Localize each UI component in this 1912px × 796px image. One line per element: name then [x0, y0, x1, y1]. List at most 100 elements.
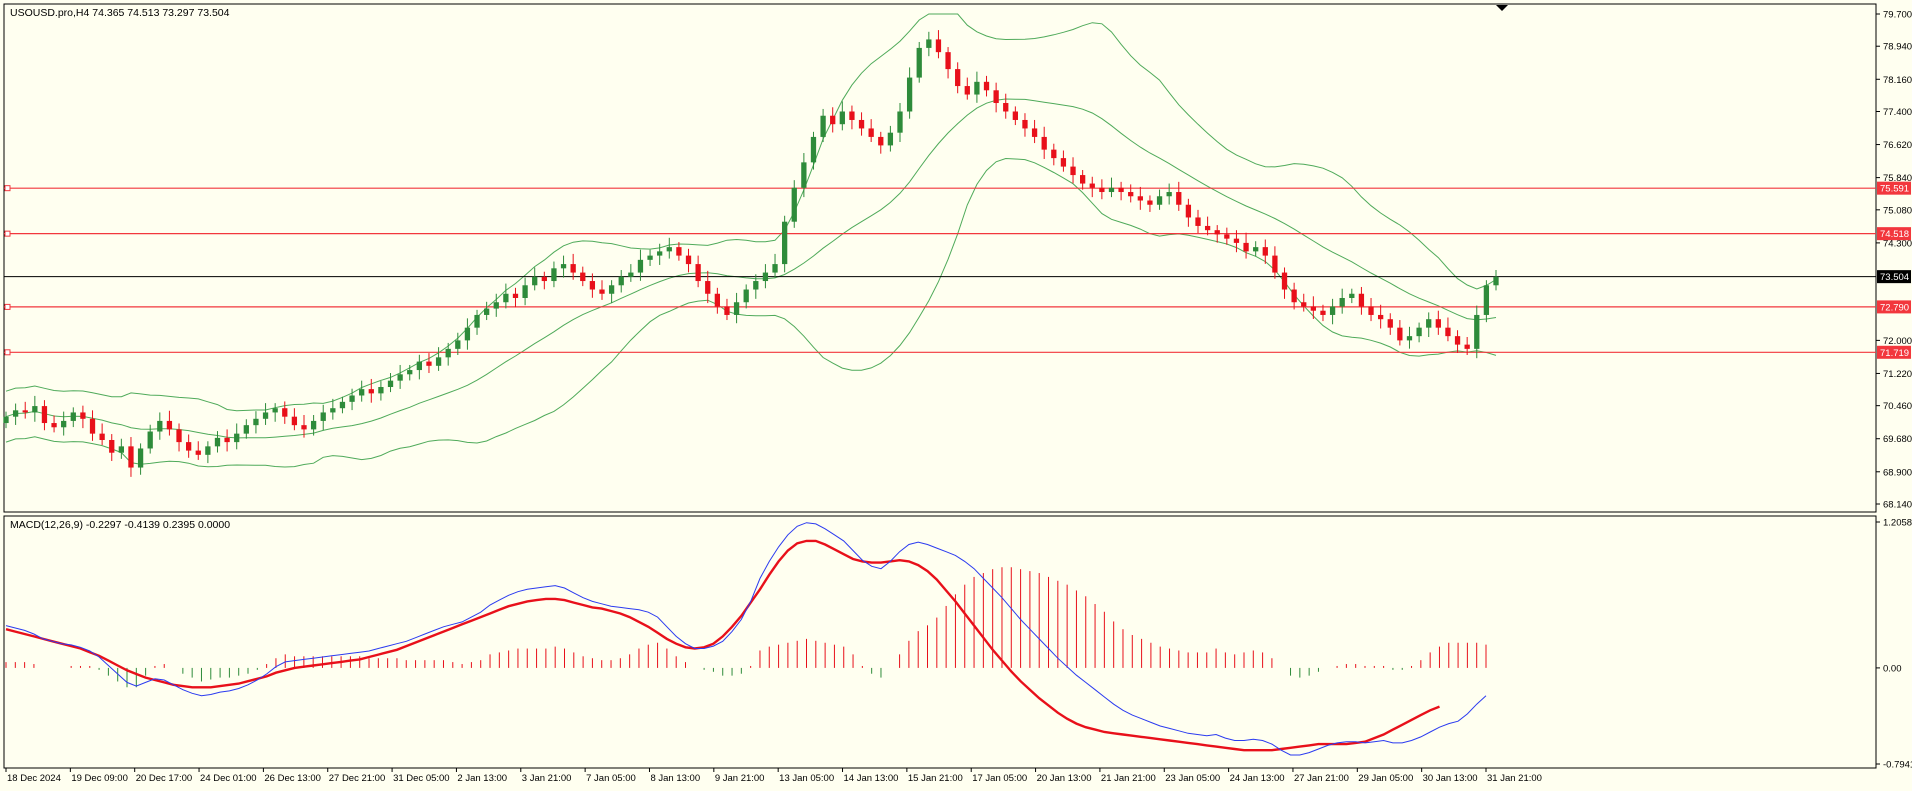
time-axis-label: 13 Jan 05:00: [779, 773, 834, 784]
bearish-candle: [1454, 336, 1461, 345]
bearish-candle: [80, 412, 86, 419]
time-axis-label: 7 Jan 05:00: [586, 773, 636, 784]
bearish-candle: [1128, 192, 1134, 197]
bearish-candle: [541, 276, 547, 282]
time-axis-label: 24 Dec 01:00: [200, 773, 257, 784]
bullish-candle: [1156, 196, 1163, 205]
level-price-tag-label: 72.790: [1880, 302, 1909, 313]
bollinger-lower-band: [5, 157, 1497, 468]
bearish-candle: [1204, 225, 1211, 231]
level-anchor-handle[interactable]: [4, 185, 11, 192]
bullish-candle: [157, 420, 163, 432]
time-axis-label: 17 Jan 05:00: [972, 773, 1027, 784]
bullish-candle: [32, 406, 38, 413]
bearish-candle: [695, 264, 701, 282]
bullish-candle: [762, 272, 769, 282]
bullish-candle: [330, 408, 336, 413]
time-axis-label: 27 Jan 21:00: [1294, 773, 1349, 784]
time-axis-label: 27 Dec 21:00: [329, 773, 386, 784]
time-axis-label: 19 Dec 09:00: [71, 773, 128, 784]
bearish-candle: [955, 69, 961, 87]
bullish-candle: [397, 374, 403, 381]
bullish-candle: [416, 361, 422, 371]
bearish-candle: [1387, 319, 1393, 328]
current-price-tag: [1877, 270, 1911, 284]
bearish-candle: [368, 389, 374, 394]
macd-signal-line: [5, 539, 1440, 752]
bullish-candle: [897, 111, 903, 133]
level-anchor-handle[interactable]: [4, 349, 11, 356]
time-axis-label: 21 Jan 21:00: [1101, 773, 1156, 784]
bearish-candle: [301, 425, 307, 430]
bearish-candle: [1012, 111, 1018, 120]
price-scale-label: 74.300: [1883, 238, 1912, 249]
bearish-candle: [935, 39, 942, 53]
time-axis-label: 2 Jan 13:00: [457, 773, 507, 784]
bearish-candle: [512, 293, 519, 298]
bullish-candle: [666, 247, 672, 252]
bearish-candle: [1233, 238, 1240, 243]
bearish-candle: [830, 115, 836, 125]
bearish-candle: [858, 119, 865, 129]
bullish-candle: [733, 302, 740, 315]
price-scale-label: 69.680: [1883, 434, 1912, 445]
bearish-candle: [964, 86, 970, 95]
bullish-candle: [253, 418, 259, 426]
bullish-candle: [455, 340, 461, 349]
bearish-candle: [1281, 272, 1288, 290]
bearish-candle: [1080, 175, 1086, 184]
time-axis: 18 Dec 2024 19 Dec 09:00 20 Dec 17:00 24 De…: [5, 768, 1542, 784]
bearish-candle: [1041, 136, 1047, 150]
bullish-candle: [810, 136, 817, 163]
time-axis-label: 18 Dec 2024: [7, 773, 61, 784]
bullish-candle: [147, 431, 153, 449]
bollinger-middle-band: [5, 98, 1497, 439]
bearish-candle: [1070, 166, 1076, 176]
bullish-candle: [445, 348, 451, 358]
bullish-candle: [532, 276, 538, 286]
price-scale: 79.700 78.940 78.160 77.400 76.620 75.840 75.0…: [1876, 10, 1912, 511]
bearish-candle: [714, 293, 720, 307]
bearish-candle: [1147, 200, 1153, 205]
bullish-candle: [551, 268, 557, 282]
bollinger-upper-band: [5, 13, 1497, 412]
bearish-candle: [176, 429, 182, 443]
bullish-candle: [387, 380, 394, 388]
level-price-tag: [1877, 181, 1911, 195]
level-price-tag-label: 75.591: [1880, 184, 1909, 195]
bullish-candle: [753, 281, 759, 290]
bullish-candle: [243, 425, 249, 434]
bearish-candle: [1176, 192, 1182, 205]
bullish-candle: [1483, 285, 1490, 315]
bullish-candle: [1474, 314, 1480, 349]
bullish-candle: [916, 47, 922, 78]
bullish-candle: [137, 448, 144, 468]
bearish-candle: [1272, 255, 1278, 273]
level-anchor-handle[interactable]: [4, 303, 11, 310]
bullish-candle: [974, 81, 980, 95]
price-scale-label: 70.460: [1883, 401, 1912, 412]
bearish-candle: [1022, 119, 1028, 129]
bullish-candle: [359, 389, 365, 396]
bullish-candle: [820, 115, 826, 137]
macd-scale-label: 1.2058: [1883, 518, 1912, 529]
down-triangle-icon[interactable]: [1496, 5, 1508, 11]
bearish-candle: [1435, 319, 1441, 328]
bearish-candle: [1464, 344, 1470, 349]
bullish-candle: [839, 111, 845, 125]
bullish-candle: [1406, 336, 1413, 341]
level-anchor-handle[interactable]: [4, 230, 11, 237]
bearish-candle: [1368, 306, 1374, 315]
bullish-candle: [743, 289, 749, 303]
time-axis-label: 20 Dec 17:00: [136, 773, 193, 784]
bullish-candle: [1329, 306, 1336, 315]
bearish-candle: [1397, 327, 1403, 341]
bearish-candle: [676, 247, 682, 256]
bearish-candle: [1358, 293, 1365, 307]
level-price-tag: [1877, 345, 1911, 359]
bullish-candle: [474, 314, 480, 328]
bearish-candle: [51, 423, 57, 428]
